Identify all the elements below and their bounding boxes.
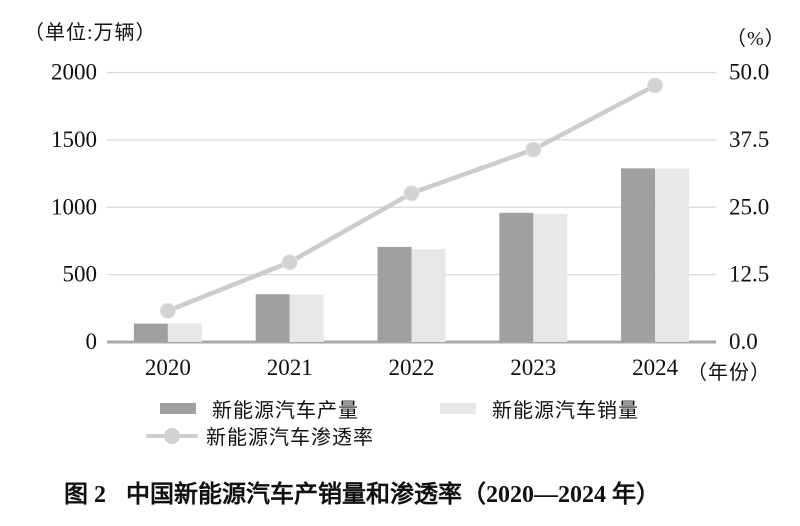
left-axis-tick-label: 1500 [51, 127, 97, 152]
production-bar-swatch-icon [160, 403, 196, 414]
legend-item-penetration: 新能源汽车渗透率 [146, 421, 374, 450]
x-axis-category-label: 2022 [389, 355, 435, 380]
right-axis-tick-label: 12.5 [729, 262, 769, 287]
penetration-marker [281, 254, 298, 271]
x-axis-category-label: 2024 [632, 355, 679, 380]
figure-caption: 图 2 中国新能源汽车产销量和渗透率（2020—2024 年） [0, 474, 724, 509]
x-axis-category-label: 2021 [267, 355, 313, 380]
right-axis-tick-label: 37.5 [729, 127, 769, 152]
production-bar [499, 212, 534, 342]
right-axis-unit-label: （%） [726, 28, 786, 50]
legend-sales-label: 新能源汽车销量 [492, 400, 639, 422]
production-bar [133, 323, 168, 342]
legend-penetration-label: 新能源汽车渗透率 [206, 427, 374, 449]
right-axis-tick-label: 25.0 [729, 194, 769, 219]
right-axis-tick-label: 50.0 [729, 60, 769, 85]
legend-item-sales: 新能源汽车销量 [440, 394, 639, 423]
sales-bar [655, 168, 690, 342]
penetration-line-swatch-icon [146, 427, 198, 444]
sales-bar [167, 323, 202, 342]
figure-caption-title: 中国新能源汽车产销量和渗透率（2020—2024 年） [126, 482, 660, 508]
chart-plot-area: 0 0.0 500 12.5 1000 25.0 1500 37.5 2000 50.0 2020 2… [51, 60, 769, 381]
left-axis-tick-label: 2000 [51, 60, 97, 85]
left-axis-tick-label: 0 [86, 329, 98, 354]
right-axis-tick-label: 0.0 [729, 329, 758, 354]
left-axis-unit-label: （单位:万辆） [24, 22, 157, 44]
penetration-marker [403, 185, 420, 202]
production-bar [255, 294, 290, 342]
x-axis-category-label: 2020 [145, 355, 191, 380]
x-axis-category-label: 2023 [510, 355, 556, 380]
x-axis-suffix-label: （年份） [687, 362, 771, 384]
left-axis-tick-label: 500 [63, 262, 98, 287]
production-bar [377, 246, 412, 342]
penetration-marker [525, 141, 542, 158]
left-axis-tick-label: 1000 [51, 194, 97, 219]
legend-item-production: 新能源汽车产量 [160, 394, 359, 423]
sales-bar-swatch-icon [440, 403, 476, 414]
legend-production-label: 新能源汽车产量 [212, 400, 359, 422]
production-bar [621, 168, 656, 342]
sales-bar [411, 249, 446, 342]
penetration-marker [159, 302, 176, 319]
penetration-marker [647, 77, 664, 94]
sales-bar [533, 214, 568, 342]
figure-caption-number: 图 2 [64, 482, 106, 508]
sales-bar [289, 294, 324, 342]
